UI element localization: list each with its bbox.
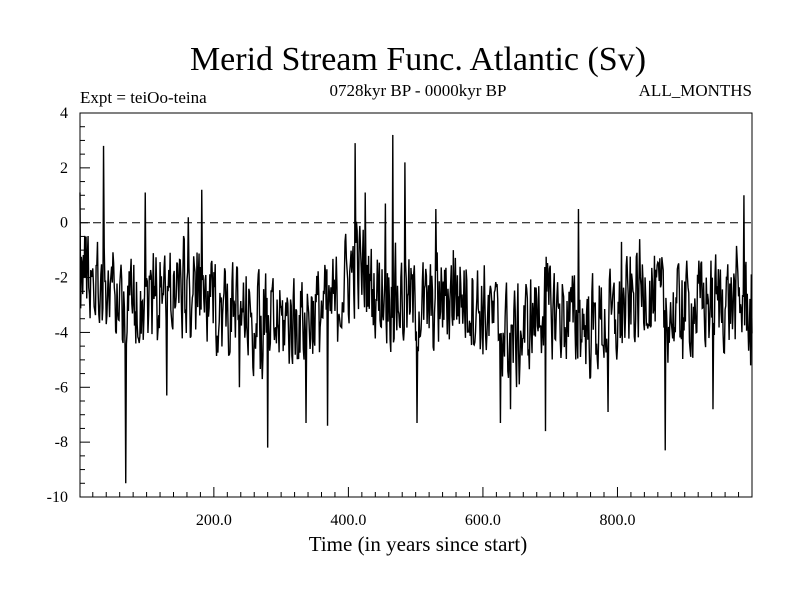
x-axis-label: Time (in years since start) (309, 532, 528, 556)
series-layer (79, 134, 753, 484)
chart-subtitle: 0728kyr BP - 0000kyr BP (330, 81, 507, 100)
y-tick-label: -2 (55, 270, 68, 287)
x-tick-label: 800.0 (599, 512, 635, 529)
chart-left-label: Expt = teiOo-teina (80, 88, 207, 107)
chart-right-label: ALL_MONTHS (639, 81, 752, 100)
x-axis-ticks: 200.0 400.0 600.0 800.0 (92, 487, 740, 529)
y-tick-label: 4 (60, 105, 68, 122)
y-tick-label: 2 (60, 160, 68, 177)
y-tick-label: -6 (55, 379, 68, 396)
y-axis-ticks: 4 2 0 -2 -4 -6 -8 -10 (47, 105, 90, 506)
y-tick-label: 0 (60, 215, 68, 232)
series-line (79, 134, 753, 484)
y-tick-label: -8 (55, 434, 68, 451)
y-tick-label: -4 (55, 324, 68, 341)
x-tick-label: 400.0 (330, 512, 366, 529)
x-tick-label: 600.0 (465, 512, 501, 529)
y-tick-label: -10 (47, 489, 68, 506)
chart-title: Merid Stream Func. Atlantic (Sv) (190, 41, 646, 78)
x-tick-label: 200.0 (196, 512, 232, 529)
